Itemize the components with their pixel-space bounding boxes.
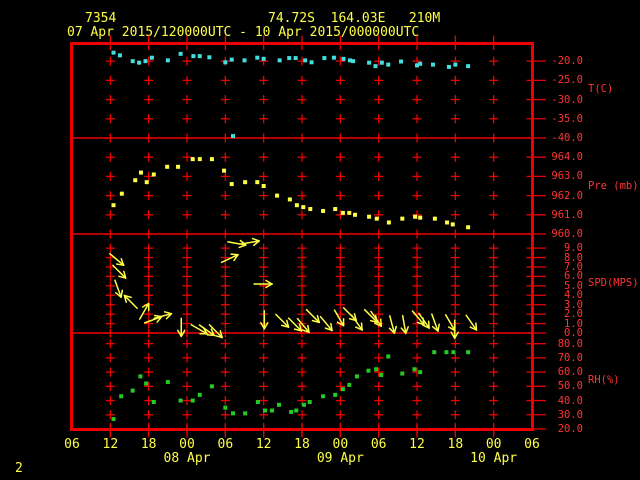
y-tick-label: -40.0 (551, 132, 583, 144)
x-hour-label: 00 (179, 437, 195, 452)
y-tick-label: -35.0 (551, 112, 583, 125)
right-axis-ticks (526, 60, 546, 430)
y-tick-label: 30.0 (557, 408, 583, 421)
y-tick-label: 20.0 (557, 423, 583, 435)
panel-dividers (70, 137, 533, 334)
y-axis-title-wind-speed: SPD(MPS) (588, 277, 639, 289)
y-tick-label: 4.0 (564, 289, 583, 302)
y-tick-label: 964.0 (551, 151, 583, 164)
y-tick-label: 50.0 (557, 380, 583, 393)
y-tick-label: 960.0 (551, 228, 583, 240)
y-tick-label: 8.0 (564, 251, 583, 264)
y-axis-title-relative-humidity: RH(%) (588, 374, 620, 386)
wind-speed-series (109, 237, 478, 339)
temperature-series (111, 50, 471, 139)
y-tick-label: 60.0 (557, 366, 583, 379)
y-tick-label: 1.0 (564, 317, 583, 330)
station-location: 74.72S 164.03E 210M (268, 11, 441, 26)
y-tick-label: 2.0 (564, 308, 583, 321)
x-hour-label: 06 (370, 437, 387, 452)
x-date-label: 10 Apr (470, 451, 518, 466)
y-tick-label: -25.0 (551, 74, 583, 87)
y-axis-title-temperature: T(C) (588, 83, 614, 95)
y-tick-label: 9.0 (564, 242, 583, 255)
x-date-label: 09 Apr (316, 451, 364, 466)
y-tick-label: 0.0 (564, 327, 583, 339)
x-hour-label: 06 (64, 437, 80, 452)
x-hour-label: 06 (524, 437, 540, 452)
x-hour-label: 12 (255, 437, 272, 452)
y-axis-title-pressure: Pre (mb) (588, 180, 639, 192)
x-hour-label: 18 (140, 437, 157, 452)
y-tick-label: 40.0 (557, 394, 583, 407)
page-number: 2 (15, 461, 23, 476)
y-tick-label: 961.0 (551, 208, 583, 221)
y-tick-label: 7.0 (564, 261, 583, 273)
y-tick-label: 3.0 (564, 298, 583, 311)
y-tick-label: 5.0 (564, 279, 583, 292)
grid (105, 35, 499, 438)
x-date-label: 08 Apr (163, 451, 211, 466)
y-tick-label: 80.0 (557, 337, 583, 350)
y-tick-label: 963.0 (551, 170, 583, 183)
x-hour-label: 00 (485, 437, 502, 452)
y-tick-label: 6.0 (564, 270, 583, 283)
station-id: 7354 (85, 11, 117, 26)
x-hour-label: 18 (447, 437, 464, 452)
x-hour-label: 12 (102, 437, 119, 452)
y-tick-label: -30.0 (551, 93, 583, 106)
y-tick-label: 70.0 (557, 351, 583, 364)
plot-border (70, 42, 534, 431)
x-hour-label: 18 (294, 437, 310, 452)
y-tick-label: 962.0 (551, 189, 583, 202)
x-hour-label: 00 (332, 437, 349, 452)
pressure-series (111, 157, 471, 230)
x-hour-label: 06 (217, 437, 234, 452)
x-hour-label: 12 (409, 437, 425, 452)
y-tick-label: -20.0 (551, 55, 583, 68)
relative-humidity-series (111, 350, 471, 422)
